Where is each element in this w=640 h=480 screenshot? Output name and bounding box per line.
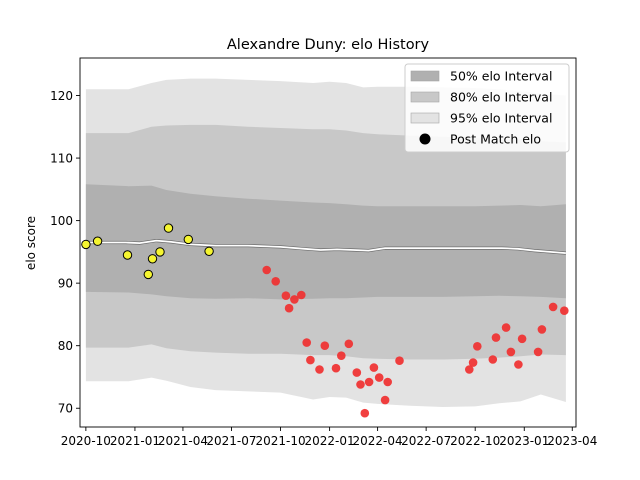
elo-point — [380, 395, 390, 405]
elo-point — [302, 338, 312, 347]
elo-point — [560, 306, 569, 316]
elo-point — [92, 236, 103, 246]
elo-point — [369, 363, 379, 372]
axes-frame — [79, 57, 577, 428]
x-tick-label: 2022-01 — [305, 434, 355, 448]
legend-box — [404, 63, 570, 153]
elo-point — [143, 269, 154, 280]
x-tick-label: 2022-04 — [353, 434, 403, 448]
legend-marker-3 — [419, 133, 431, 145]
legend-swatch-1 — [410, 91, 440, 103]
y-axis-title: elo score — [24, 216, 38, 270]
legend-swatch-2 — [410, 112, 440, 124]
chart-title: Alexandre Duny: elo History — [227, 37, 430, 53]
elo-point — [374, 373, 384, 382]
elo-point — [352, 368, 362, 377]
elo-point — [315, 365, 324, 374]
y-tick-label: 120 — [50, 89, 73, 103]
mean-elo-line — [85, 239, 566, 254]
legend-swatch-0 — [410, 70, 440, 82]
y-tick-label: 80 — [58, 339, 73, 353]
elo-point — [395, 356, 404, 366]
elo-point — [183, 234, 194, 245]
elo-point — [271, 277, 281, 286]
x-tick-label: 2023-01 — [499, 434, 549, 448]
legend-label-3: Post Match elo — [450, 132, 541, 147]
elo-point — [163, 223, 174, 233]
y-tick-label: 110 — [50, 152, 73, 166]
x-tick-label: 2022-10 — [450, 434, 500, 448]
x-tick-label: 2022-07 — [401, 434, 451, 448]
elo-point — [537, 325, 547, 334]
elo-point — [488, 355, 498, 364]
x-tick-label: 2021-10 — [255, 434, 305, 448]
elo-point — [383, 377, 393, 387]
elo-point — [360, 408, 370, 418]
y-tick-label: 70 — [58, 402, 73, 416]
data-layer — [81, 78, 569, 418]
plot-area: 2020-102021-012021-042021-072021-102022-… — [50, 57, 597, 448]
elo-point — [320, 341, 330, 351]
elo-point — [517, 334, 527, 344]
elo-point — [122, 250, 133, 260]
elo-point — [344, 339, 354, 349]
elo-point — [297, 290, 306, 300]
y-tick-label: 90 — [58, 277, 73, 291]
elo-point — [506, 347, 516, 357]
elo-point — [306, 355, 315, 365]
elo-point — [284, 303, 294, 313]
elo-point — [364, 377, 374, 387]
legend-label-1: 80% elo Interval — [450, 90, 552, 105]
elo-point — [501, 323, 511, 332]
elo-point — [356, 380, 365, 389]
x-tick-label: 2021-07 — [206, 434, 256, 448]
elo-point — [337, 351, 346, 361]
legend-label-2: 95% elo Interval — [450, 111, 552, 126]
elo-point — [81, 239, 91, 250]
elo-point — [155, 247, 165, 257]
elo-point — [533, 347, 543, 357]
legend: 50% elo Interval 80% elo Interval 95% elo … — [404, 63, 570, 153]
elo-point — [281, 291, 291, 301]
elo-point — [465, 365, 474, 374]
elo-point — [468, 358, 478, 367]
legend-label-0: 50% elo Interval — [450, 69, 552, 84]
elo-point — [473, 342, 482, 351]
elo-point — [147, 254, 158, 264]
elo-point — [514, 360, 523, 369]
elo-point — [290, 295, 299, 304]
elo-point — [548, 302, 558, 312]
x-tick-label: 2020-10 — [61, 434, 111, 448]
x-tick-label: 2021-04 — [158, 434, 208, 448]
elo-point — [331, 363, 341, 373]
y-tick-label: 100 — [50, 214, 73, 228]
elo-point — [262, 265, 272, 275]
band-2 — [85, 184, 566, 300]
x-tick-label: 2023-04 — [547, 434, 597, 448]
x-tick-label: 2021-01 — [110, 434, 160, 448]
elo-point — [204, 246, 214, 257]
elo-point — [491, 333, 501, 342]
